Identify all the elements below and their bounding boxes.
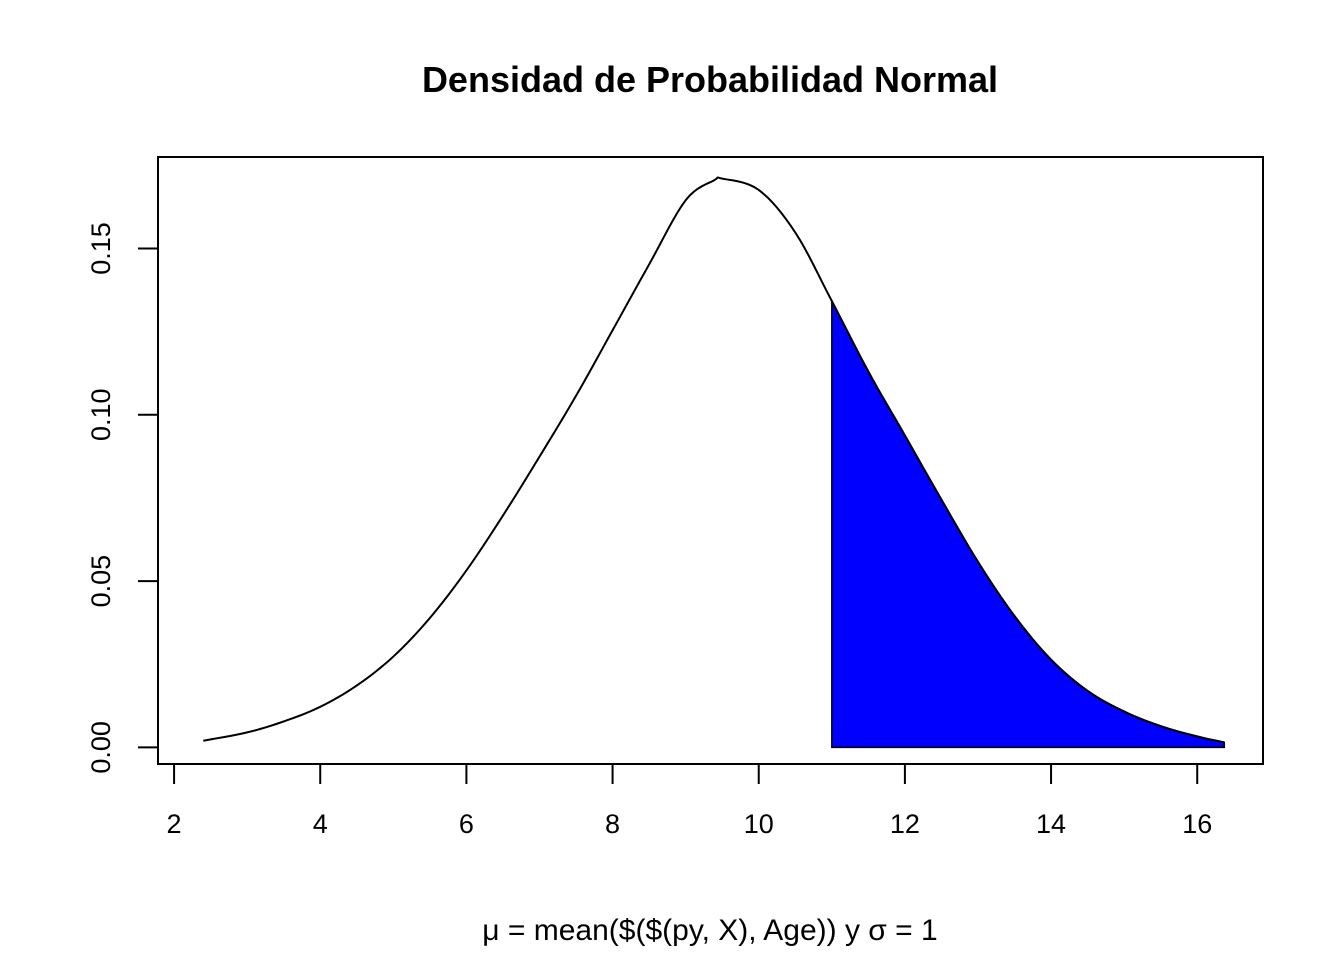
shaded-tail-area <box>831 300 1226 749</box>
x-tick-label: 14 <box>1036 809 1066 839</box>
curve-layer <box>203 176 1225 744</box>
y-axis: 0.00 0.05 0.10 0.15 <box>86 222 159 774</box>
x-axis-label: μ = mean($($(py, X), Age)) y σ = 1 <box>482 914 937 947</box>
x-tick-label: 10 <box>744 809 774 839</box>
density-curve <box>203 176 1225 744</box>
y-tick-label: 0.05 <box>86 555 116 608</box>
x-tick-label: 4 <box>313 809 328 839</box>
x-tick-label: 6 <box>459 809 474 839</box>
shaded-area-layer <box>831 300 1226 749</box>
x-tick-label: 16 <box>1182 809 1212 839</box>
y-tick-label: 0.00 <box>86 721 116 774</box>
x-axis: 2 4 6 8 10 12 14 16 <box>167 763 1212 839</box>
x-tick-label: 2 <box>167 809 182 839</box>
plot-frame <box>157 156 1264 765</box>
x-tick-label: 12 <box>890 809 920 839</box>
y-tick-label: 0.15 <box>86 222 116 275</box>
y-tick-label: 0.10 <box>86 388 116 441</box>
x-tick-label: 8 <box>605 809 620 839</box>
chart-title: Densidad de Probabilidad Normal <box>422 59 998 100</box>
